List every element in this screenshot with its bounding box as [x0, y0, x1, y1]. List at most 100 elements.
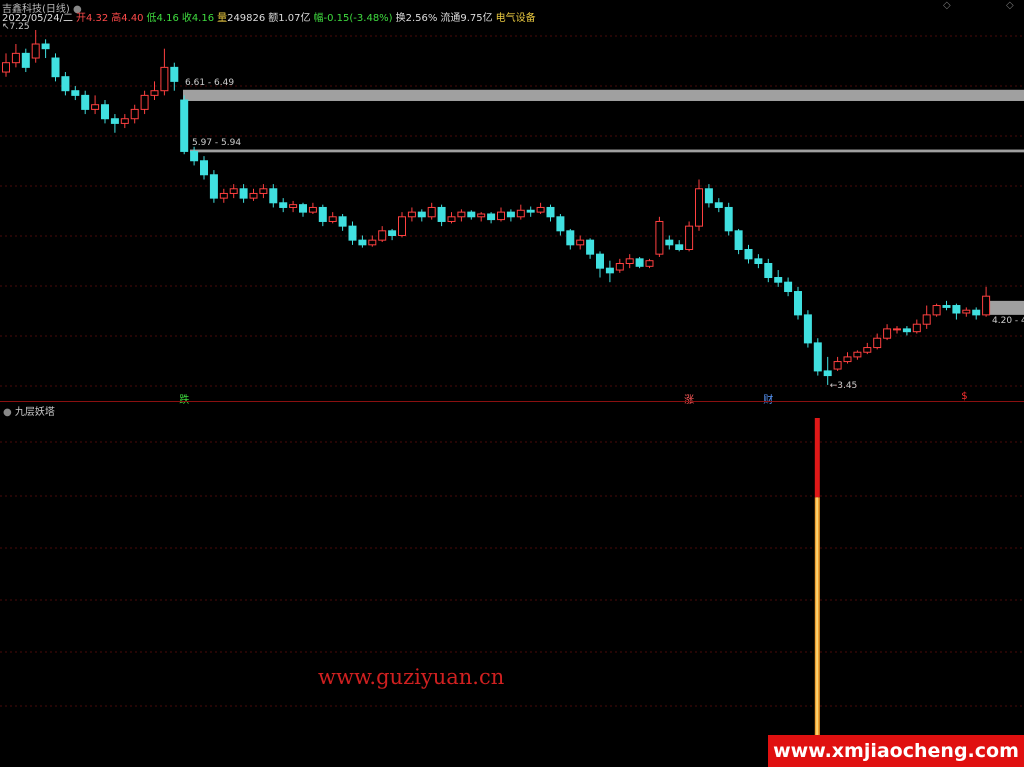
- candle-up: [140, 94, 149, 110]
- candle-down: [41, 43, 50, 50]
- watermark-guziyuan: www.guziyuan.cn: [318, 665, 505, 689]
- candle-down: [417, 211, 426, 218]
- indicator-bar-segment: [814, 418, 820, 498]
- indicator-name: 九层妖塔: [14, 407, 55, 418]
- candle-up: [229, 188, 238, 194]
- min-price-label: ←3.45: [829, 380, 858, 391]
- low-value: 4.16: [156, 13, 179, 24]
- candle-up: [407, 211, 416, 218]
- candle-down: [526, 209, 535, 213]
- open-value: 4.32: [86, 13, 109, 24]
- candle-down: [299, 204, 307, 213]
- candle-down: [348, 225, 357, 241]
- candle-up: [893, 328, 901, 331]
- candle-up: [982, 295, 991, 316]
- candle-down: [556, 216, 565, 232]
- candle-down: [704, 188, 713, 204]
- candle-up: [289, 204, 298, 208]
- candle-up: [150, 90, 159, 96]
- max-price-label: ↖7.25: [2, 22, 30, 32]
- candle-down: [170, 66, 179, 82]
- candle-down: [546, 206, 555, 218]
- candle-down: [784, 281, 793, 293]
- candle-down: [972, 309, 981, 316]
- candle-down: [586, 239, 595, 255]
- turnover-value: 2.56%: [405, 13, 438, 24]
- candle-down: [190, 150, 199, 162]
- candle-down: [823, 370, 832, 377]
- diamond-icon[interactable]: ◇: [943, 0, 951, 11]
- candle-down: [110, 118, 119, 124]
- open-label: 开: [76, 13, 87, 24]
- candle-up: [883, 328, 892, 339]
- candle-down: [61, 76, 70, 92]
- candle-up: [308, 206, 317, 213]
- candle-down: [566, 230, 575, 246]
- candle-down: [71, 90, 80, 96]
- title-text: 吉鑫科技(日线): [2, 4, 70, 15]
- candle-up: [655, 220, 664, 255]
- candle-up: [645, 260, 654, 267]
- candle-down: [635, 258, 644, 267]
- candle-up: [427, 206, 436, 218]
- amount-label: 额: [268, 13, 279, 24]
- indicator-title[interactable]: ● 九层妖塔: [3, 403, 55, 418]
- stock-title[interactable]: 吉鑫科技(日线) ●: [2, 0, 82, 15]
- candle-up: [120, 118, 129, 124]
- candle-up: [259, 188, 268, 194]
- float-label: 流通: [440, 13, 461, 24]
- candle-up: [2, 62, 10, 73]
- price-zone: [190, 149, 1024, 153]
- candle-up: [328, 216, 337, 222]
- candle-up: [625, 258, 634, 264]
- candle-up: [843, 356, 852, 363]
- candle-up: [922, 314, 931, 325]
- candle-down: [269, 188, 278, 204]
- price-zone: [990, 300, 1024, 315]
- candle-up: [932, 305, 941, 316]
- candle-down: [754, 258, 763, 264]
- candle-down: [279, 202, 288, 208]
- candle-up: [962, 309, 971, 314]
- candle-up: [447, 216, 456, 222]
- candle-up: [695, 188, 703, 227]
- pane-divider[interactable]: [0, 401, 1024, 402]
- indicator-toggle-icon[interactable]: ●: [3, 407, 12, 418]
- candle-up: [160, 66, 169, 92]
- price-zone: [183, 89, 1024, 101]
- candle-down: [665, 239, 674, 246]
- candle-up: [516, 209, 525, 218]
- candle-down: [338, 216, 347, 227]
- amount-value: 1.07亿: [278, 13, 311, 24]
- candle-down: [794, 291, 802, 316]
- candle-up: [368, 239, 377, 246]
- volume-label: 量: [217, 13, 228, 24]
- change-value: -0.15(-3.48%): [323, 13, 393, 24]
- candle-up: [477, 213, 486, 218]
- candle-up: [873, 337, 882, 349]
- candle-down: [724, 206, 733, 232]
- candle-down: [605, 267, 614, 274]
- candle-down: [506, 211, 515, 218]
- candle-up: [863, 347, 872, 353]
- float-value: 9.75亿: [460, 13, 493, 24]
- candle-down: [942, 305, 951, 308]
- candle-up: [853, 351, 862, 358]
- zone-label: 5.97 - 5.94: [192, 137, 242, 148]
- candle-up: [912, 323, 921, 333]
- candle-up: [378, 230, 387, 241]
- candle-down: [437, 206, 446, 222]
- candle-up: [833, 361, 842, 370]
- candle-up: [219, 192, 228, 199]
- high-label: 高: [111, 13, 122, 24]
- high-value: 4.40: [121, 13, 144, 24]
- candle-up: [91, 104, 100, 110]
- settings-icon[interactable]: ●: [73, 4, 82, 15]
- candle-down: [81, 94, 90, 110]
- diamond-icon[interactable]: ◇: [1006, 0, 1014, 11]
- candle-up: [398, 216, 406, 236]
- candle-down: [21, 52, 30, 68]
- candle-down: [744, 248, 753, 260]
- candle-down: [714, 202, 723, 208]
